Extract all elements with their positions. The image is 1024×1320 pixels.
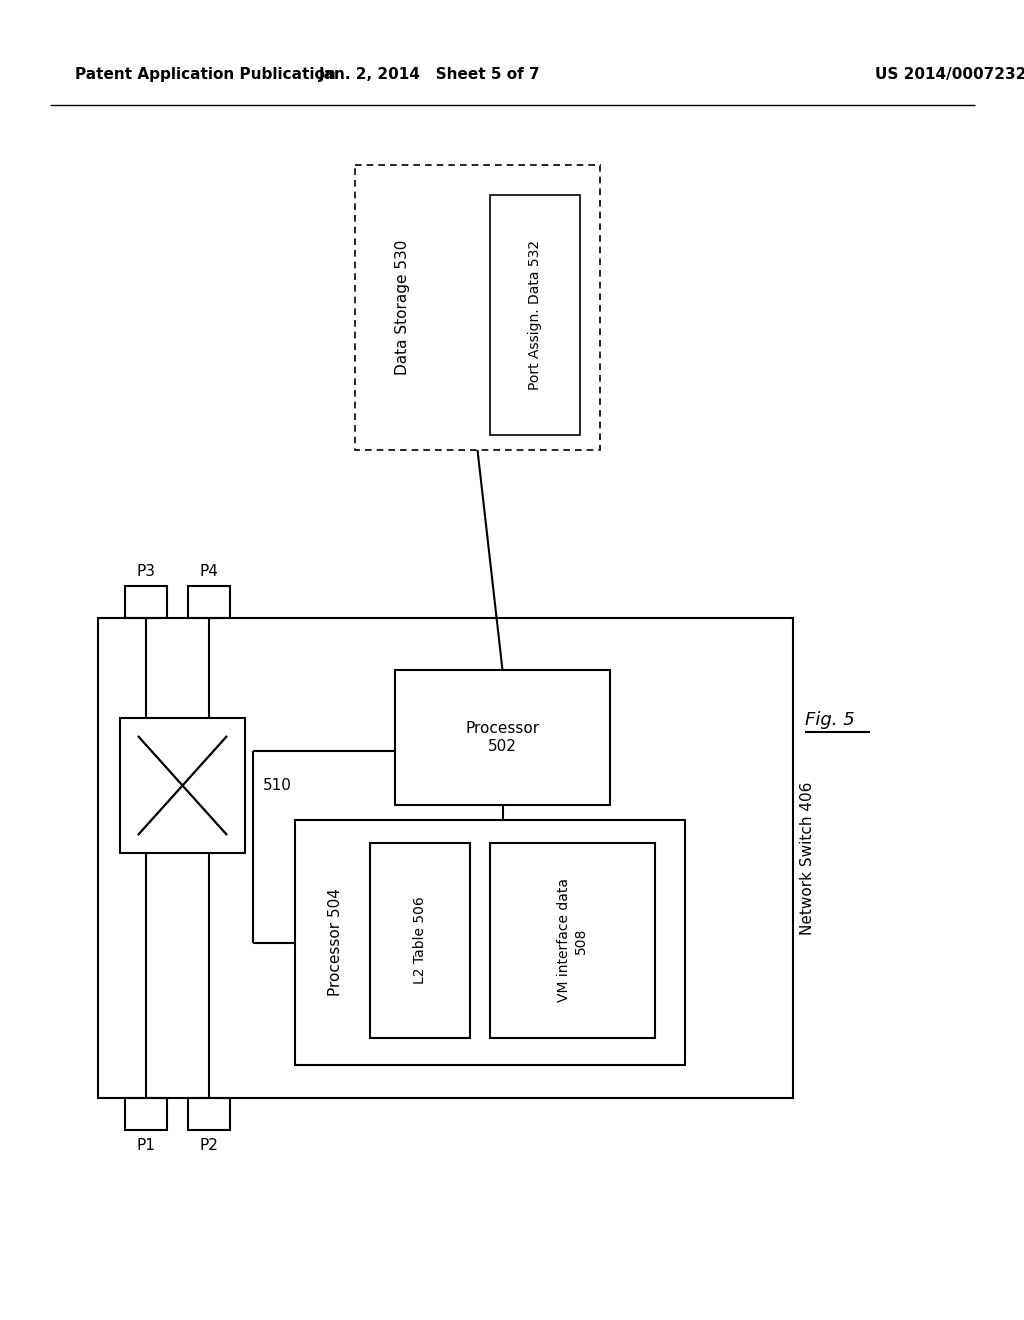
Text: Fig. 5: Fig. 5: [805, 711, 855, 729]
Text: Processor 504: Processor 504: [328, 888, 342, 997]
Bar: [295, 820, 685, 1065]
Bar: [120, 718, 245, 853]
Text: P2: P2: [200, 1138, 218, 1152]
Bar: [125, 1098, 167, 1130]
Text: Patent Application Publication: Patent Application Publication: [75, 67, 336, 82]
Text: 510: 510: [263, 777, 292, 793]
Text: Jan. 2, 2014   Sheet 5 of 7: Jan. 2, 2014 Sheet 5 of 7: [319, 67, 541, 82]
Bar: [395, 671, 610, 805]
Bar: [490, 843, 655, 1038]
Bar: [125, 586, 167, 618]
Text: P1: P1: [136, 1138, 156, 1152]
Text: L2 Table 506: L2 Table 506: [413, 896, 427, 985]
Text: Port Assign. Data 532: Port Assign. Data 532: [528, 240, 542, 391]
Bar: [370, 843, 470, 1038]
Bar: [98, 618, 793, 1098]
Bar: [355, 165, 600, 450]
Text: P3: P3: [136, 564, 156, 578]
Text: P4: P4: [200, 564, 218, 578]
Bar: [188, 1098, 230, 1130]
Bar: [188, 586, 230, 618]
Text: Processor
502: Processor 502: [466, 721, 540, 754]
Bar: [490, 195, 580, 436]
Text: VM interface data
508: VM interface data 508: [557, 879, 588, 1002]
Text: US 2014/0007232 A1: US 2014/0007232 A1: [874, 67, 1024, 82]
Text: Data Storage 530: Data Storage 530: [395, 240, 411, 375]
Text: Network Switch 406: Network Switch 406: [801, 781, 815, 935]
